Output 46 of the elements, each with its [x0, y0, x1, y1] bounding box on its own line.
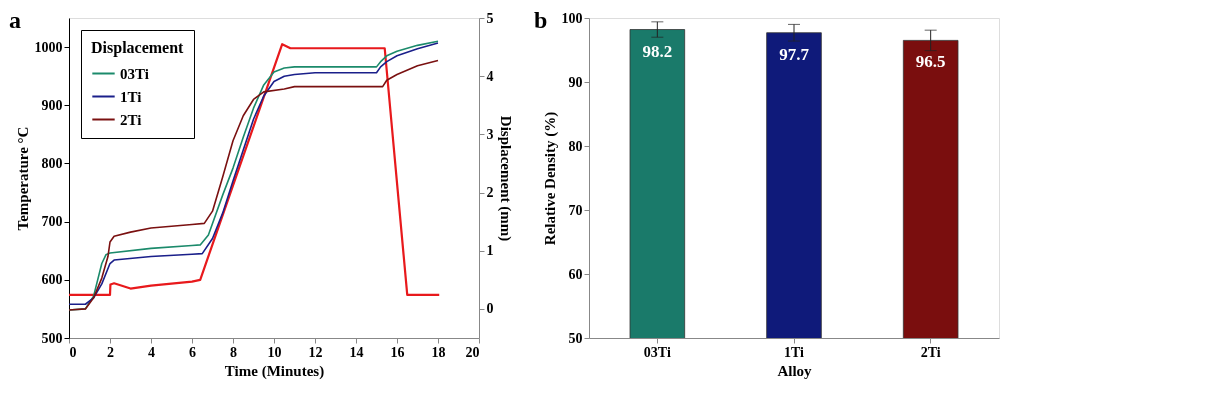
x-tick-label: 0: [69, 344, 77, 360]
y-tick-label: 600: [41, 272, 63, 288]
x-tick-label: 12: [308, 344, 323, 360]
y2-tick-label: 5: [486, 10, 494, 26]
x-tick-label: 6: [189, 344, 196, 360]
y2-tick-label: 2: [486, 185, 494, 201]
y-axis-title: Temperature °C: [14, 126, 31, 231]
y2-tick-label: 0: [486, 301, 494, 317]
legend-label: 1Ti: [120, 88, 142, 105]
y-tick-label: 500: [41, 330, 63, 346]
y-tick-label: 60: [568, 266, 583, 282]
y2-tick-label: 3: [486, 126, 494, 142]
x-tick-label: 03Ti: [643, 344, 671, 360]
y-tick-label: 700: [41, 214, 63, 230]
x-tick-label: 1Ti: [784, 344, 805, 360]
y-tick-label: 70: [568, 202, 583, 218]
y2-tick-label: 4: [486, 68, 494, 84]
y-tick-label: 800: [41, 155, 63, 171]
chart-title: b: [534, 7, 548, 33]
data-label: 96.5: [915, 52, 946, 72]
x-tick-label: 18: [431, 344, 446, 360]
y2-axis-title: Displacement (mm): [496, 115, 514, 242]
y-tick-label: 50: [568, 330, 583, 346]
x-tick-label: 4: [148, 344, 155, 360]
x-axis-title: Time (Minutes): [224, 362, 325, 380]
y-tick-label: 900: [41, 97, 63, 113]
data-label: 98.2: [642, 41, 673, 61]
x-tick-label: 2: [107, 344, 114, 360]
x-tick-label: 10: [267, 344, 282, 360]
legend-label: 03Ti: [120, 65, 149, 82]
y-tick-label: 80: [568, 138, 583, 154]
chart-title: a: [9, 7, 21, 33]
y-axis-title: Relative Density (%): [541, 111, 559, 246]
y-tick-label: 100: [561, 10, 583, 26]
x-tick-label: 14: [349, 344, 364, 360]
legend-label: 2Ti: [120, 111, 142, 128]
x-axis-title: Alloy: [777, 362, 813, 379]
y-tick-label: 90: [568, 74, 583, 90]
x-tick-label: 20: [465, 344, 480, 360]
y2-tick-label: 1: [486, 243, 494, 259]
x-tick-label: 16: [390, 344, 405, 360]
legend-title: Displacement: [91, 39, 185, 57]
x-tick-label: 2Ti: [920, 344, 941, 360]
data-label: 97.7: [779, 44, 810, 64]
y-tick-label: 1000: [34, 39, 63, 55]
x-tick-label: 8: [230, 344, 237, 360]
